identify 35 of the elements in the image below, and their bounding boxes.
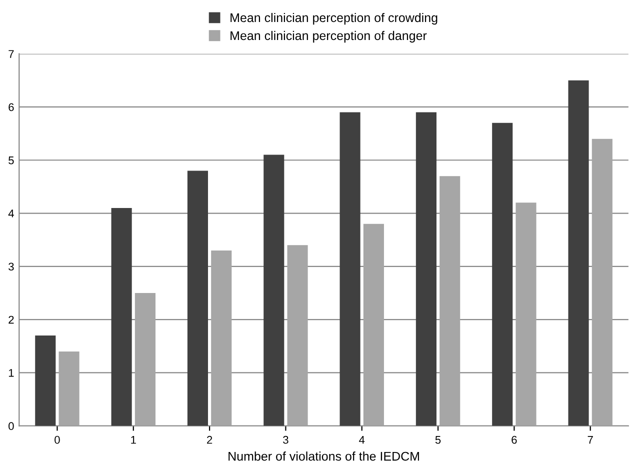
x-tick-label: 5 [435, 436, 441, 444]
x-tick-label: 4 [359, 436, 365, 444]
legend-label: Mean clinician perception of danger [230, 30, 427, 43]
bar [264, 154, 284, 426]
bar [440, 176, 460, 426]
bar [492, 122, 513, 426]
y-tick-label: 3 [8, 262, 14, 271]
bar [592, 138, 612, 426]
bar [287, 245, 308, 426]
y-tick-label: 6 [8, 103, 14, 112]
y-tick-label: 7 [8, 50, 14, 58]
y-tick-label: 4 [8, 210, 14, 218]
bar [416, 112, 436, 426]
bar [111, 208, 132, 426]
y-tick-label: 1 [8, 369, 14, 377]
bar [35, 336, 56, 426]
x-tick-label: 0 [54, 436, 60, 444]
y-tick-label: 0 [8, 422, 14, 430]
x-tick-label: 1 [131, 436, 136, 444]
x-axis-title: Number of violations of the IEDCM [228, 452, 419, 461]
bar [363, 224, 384, 426]
legend-label: Mean clinician perception of crowding [230, 12, 438, 25]
bar [211, 250, 232, 426]
bar [134, 293, 156, 426]
x-tick-label: 6 [512, 436, 517, 444]
bar [568, 80, 589, 426]
y-tick-label: 5 [8, 156, 14, 164]
x-tick-label: 7 [588, 436, 593, 444]
bar [187, 170, 208, 426]
bar [516, 202, 536, 426]
y-tick-label: 2 [8, 316, 14, 324]
bar [340, 112, 360, 426]
bar [58, 351, 80, 426]
x-tick-label: 2 [207, 436, 212, 444]
x-tick-label: 3 [283, 436, 288, 444]
